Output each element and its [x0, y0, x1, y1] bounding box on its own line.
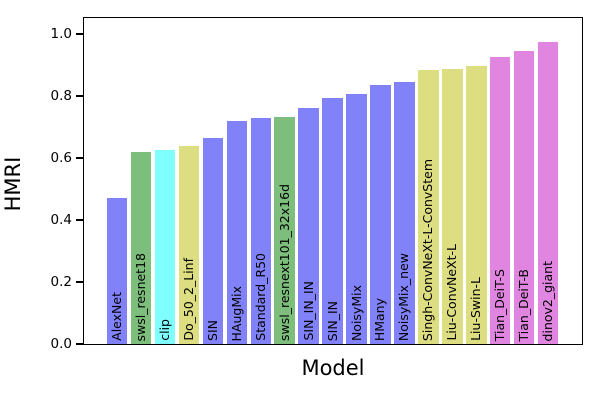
bar: Standard_R50 [250, 117, 272, 344]
bar-label: Standard_R50 [252, 253, 268, 341]
bar: Tian_DeiT-S [489, 57, 511, 344]
bar: AlexNet [106, 198, 128, 344]
y-tick-mark [76, 33, 83, 35]
bar-label: HMany [372, 297, 388, 341]
bar: NoisyMix [346, 94, 367, 344]
bar: HMany [370, 85, 391, 344]
bar-label: NoisyMix [348, 284, 364, 341]
bar: Liu-ConvNeXt-L [442, 69, 463, 344]
x-axis-label: Model [301, 356, 365, 380]
bar-label: Liu-Swin-L [468, 277, 484, 341]
bar: HAugMix [226, 120, 248, 344]
bar: Liu-Swin-L [466, 66, 487, 344]
y-tick-label: 0.8 [50, 88, 72, 104]
bar: Do_50_2_Linf [178, 145, 200, 344]
bar-label: SIN [204, 320, 220, 341]
bar-label: NoisyMix_new [396, 252, 412, 341]
bar-label: Tian_DeiT-S [491, 268, 507, 341]
bar: swsl_resnet18 [130, 151, 152, 344]
y-tick-label: 1.0 [50, 26, 72, 42]
bar: swsl_resnext101_32x16d [274, 116, 295, 344]
bar-label: Do_50_2_Linf [180, 258, 196, 341]
y-tick-label: 0.6 [50, 150, 72, 166]
bar-label: AlexNet [108, 292, 124, 341]
y-tick-mark [76, 95, 83, 97]
bar-label: SIN_IN [324, 300, 340, 341]
bar: dinov2_giant [537, 42, 559, 344]
bar-label: dinov2_giant [539, 260, 555, 341]
y-tick-label: 0.4 [50, 212, 72, 228]
bar-label: SIN_IN_IN [300, 281, 316, 341]
bar-label: Liu-ConvNeXt-L [444, 244, 460, 341]
y-tick-mark [76, 219, 83, 221]
bar: NoisyMix_new [394, 82, 415, 344]
bar-label: Singh-ConvNeXt-L-ConvStem [420, 158, 436, 341]
bar-label: swsl_resnext101_32x16d [276, 184, 292, 341]
bar: SIN [202, 137, 224, 344]
bar-label: Tian_DeiT-B [515, 268, 531, 341]
y-tick-mark [76, 281, 83, 283]
y-tick-mark [76, 343, 83, 345]
bar-label: clip [156, 319, 172, 341]
bar-label: HAugMix [228, 285, 244, 341]
bar: Singh-ConvNeXt-L-ConvStem [418, 69, 439, 344]
y-tick-label: 0.0 [50, 336, 72, 352]
bar: Tian_DeiT-B [513, 51, 535, 344]
bar: SIN_IN_IN [298, 107, 319, 344]
bar-label: swsl_resnet18 [132, 252, 148, 341]
y-tick-mark [76, 157, 83, 159]
bar: clip [154, 150, 176, 344]
bar: SIN_IN [322, 97, 343, 344]
y-tick-label: 0.2 [50, 274, 72, 290]
